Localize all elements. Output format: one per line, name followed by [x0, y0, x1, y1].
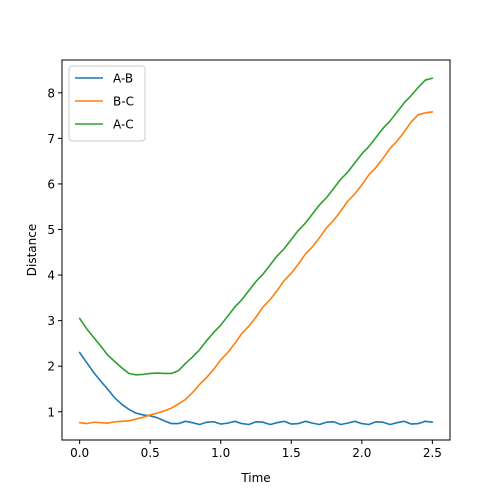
x-tick-label: 1.0: [211, 446, 230, 460]
series-line-a-c: [78, 77, 434, 376]
series-layer: [78, 77, 434, 426]
x-tick-label: 2.5: [423, 446, 442, 460]
y-tick-label: 5: [47, 223, 55, 237]
y-axis: 1 2 3 4 5 6 7 8: [47, 86, 62, 419]
legend: A-B B-C A-C: [68, 65, 146, 142]
legend-box: [68, 65, 146, 142]
y-tick-label: 6: [47, 177, 55, 191]
legend-label: A-B: [113, 72, 133, 86]
y-tick-label: 4: [47, 269, 55, 283]
legend-label: B-C: [113, 95, 134, 109]
y-tick-label: 3: [47, 314, 55, 328]
x-tick-label: 1.5: [282, 446, 301, 460]
x-tick-label: 2.0: [352, 446, 371, 460]
y-tick-label: 8: [47, 86, 55, 100]
axes-frame: [61, 59, 451, 441]
x-tick-label: 0.0: [70, 446, 89, 460]
series-line-a-b: [78, 351, 434, 426]
x-axis: 0.0 0.5 1.0 1.5 2.0 2.5: [70, 440, 442, 460]
legend-label: A-C: [113, 118, 134, 132]
y-tick-label: 7: [47, 132, 55, 146]
y-tick-label: 2: [47, 360, 55, 374]
x-axis-label: Time: [240, 471, 270, 485]
series-line-b-c: [78, 111, 434, 425]
y-axis-label: Distance: [25, 224, 39, 276]
y-tick-label: 1: [47, 405, 55, 419]
x-tick-label: 0.5: [141, 446, 160, 460]
